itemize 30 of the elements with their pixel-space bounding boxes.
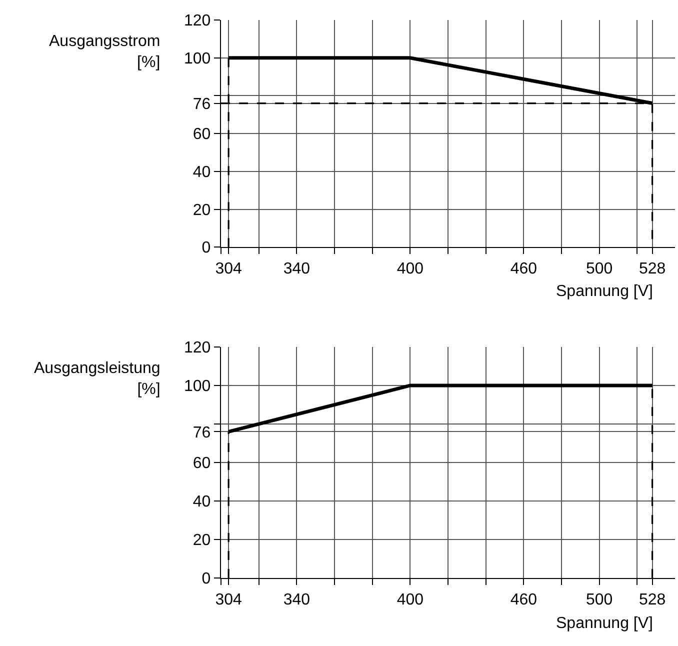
- y-tick-label: 120: [184, 12, 211, 30]
- y-tick-label: 40: [192, 494, 211, 511]
- y-tick-label: 60: [192, 126, 211, 144]
- y-tick-label: 100: [184, 378, 211, 396]
- x-tick-label: 304: [215, 260, 242, 278]
- x-tick-label: 304: [215, 591, 242, 608]
- y-axis-title: Ausgangsleistung [%]: [34, 360, 160, 398]
- x-tick-label: 528: [638, 591, 666, 608]
- y-tick-label: 0: [202, 240, 211, 257]
- x-tick-label: 460: [510, 591, 538, 608]
- x-tick-label: 400: [396, 591, 424, 608]
- x-tick-label: 500: [586, 260, 613, 278]
- y-tick-label: 100: [184, 50, 211, 68]
- y-axis-title: Ausgangsstrom [%]: [49, 33, 160, 71]
- x-tick-label: 340: [283, 591, 310, 608]
- x-tick-label: 340: [283, 260, 310, 278]
- x-axis-title: Spannung [V]: [556, 615, 653, 632]
- x-axis-title: Spannung [V]: [556, 283, 653, 300]
- x-tick-label: 460: [510, 260, 538, 278]
- y-tick-label: 0: [202, 570, 211, 588]
- y-tick-label: 120: [184, 340, 211, 357]
- x-tick-label: 528: [638, 260, 666, 278]
- y-tick-label: 76: [192, 96, 211, 113]
- y-tick-label: 20: [192, 202, 211, 219]
- x-tick-label: 500: [586, 591, 613, 608]
- y-tick-label: 76: [192, 424, 211, 442]
- x-tick-label: 400: [396, 260, 424, 278]
- y-tick-label: 20: [192, 532, 211, 550]
- y-tick-label: 40: [192, 164, 211, 181]
- y-tick-label: 60: [192, 455, 211, 472]
